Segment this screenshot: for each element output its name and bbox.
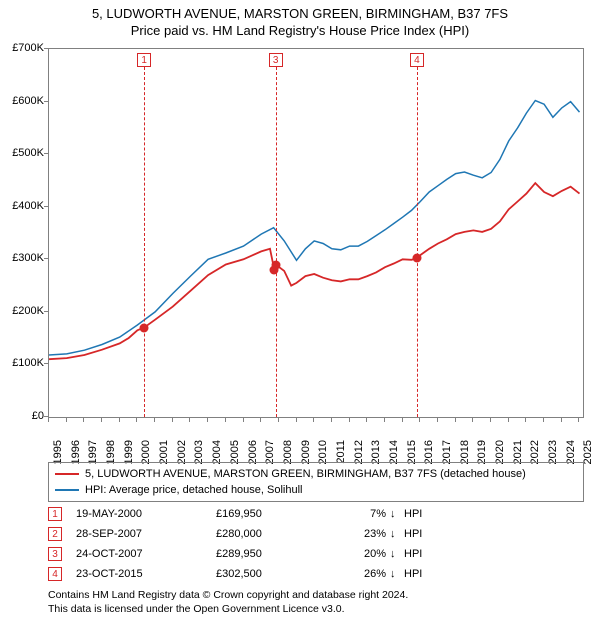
- transaction-price: £169,950: [216, 508, 326, 520]
- down-arrow-icon: ↓: [390, 548, 404, 560]
- x-axis-tick-label: 2023: [547, 440, 559, 464]
- x-axis-tick-label: 2014: [388, 440, 400, 464]
- down-arrow-icon: ↓: [390, 568, 404, 580]
- x-axis-tick-label: 2024: [565, 440, 577, 464]
- sale-marker-line-4: [417, 67, 418, 417]
- transaction-date: 23-OCT-2015: [76, 568, 216, 580]
- x-axis-tick-label: 2017: [441, 440, 453, 464]
- x-axis-tick-label: 2016: [423, 440, 435, 464]
- x-axis-tick-label: 2011: [335, 440, 347, 464]
- x-axis-tick-label: 2003: [193, 440, 205, 464]
- transaction-date: 19-MAY-2000: [76, 508, 216, 520]
- y-axis-tick-label: £400K: [2, 200, 44, 212]
- sale-point-3: [271, 260, 280, 269]
- down-arrow-icon: ↓: [390, 508, 404, 520]
- property-line: [49, 183, 580, 359]
- chart-title-sub: Price paid vs. HM Land Registry's House …: [0, 23, 600, 38]
- x-axis-tick-label: 1997: [87, 440, 99, 464]
- sale-point-4: [412, 253, 421, 262]
- transaction-price: £289,950: [216, 548, 326, 560]
- x-axis-tick-label: 1999: [123, 440, 135, 464]
- footer-credits: Contains HM Land Registry data © Crown c…: [48, 588, 408, 616]
- transaction-row: 4 23-OCT-2015£302,50026%↓HPI: [48, 564, 584, 584]
- hpi-line: [49, 101, 580, 356]
- transaction-price: £280,000: [216, 528, 326, 540]
- y-axis-tick-label: £100K: [2, 357, 44, 369]
- x-axis-tick-label: 2010: [317, 440, 329, 464]
- transaction-hpi-label: HPI: [404, 508, 444, 520]
- x-axis-tick-label: 2022: [529, 440, 541, 464]
- x-axis-tick-label: 2013: [370, 440, 382, 464]
- sale-marker-line-3: [276, 67, 277, 417]
- transaction-price: £302,500: [216, 568, 326, 580]
- sale-marker-1: 1: [137, 53, 151, 67]
- sale-point-1: [140, 323, 149, 332]
- x-axis-tick-label: 2020: [494, 440, 506, 464]
- transaction-marker: 2: [48, 527, 62, 541]
- x-axis-tick-label: 2019: [476, 440, 488, 464]
- transaction-row: 3 24-OCT-2007£289,95020%↓HPI: [48, 544, 584, 564]
- x-axis-tick-label: 2006: [247, 440, 259, 464]
- sale-marker-3: 3: [269, 53, 283, 67]
- x-axis-tick-label: 1996: [70, 440, 82, 464]
- x-axis-tick-label: 2025: [582, 440, 594, 464]
- transaction-diff-pct: 20%: [326, 548, 390, 560]
- transaction-diff-pct: 23%: [326, 528, 390, 540]
- chart-title-main: 5, LUDWORTH AVENUE, MARSTON GREEN, BIRMI…: [0, 6, 600, 21]
- x-axis-tick-label: 2018: [459, 440, 471, 464]
- transaction-hpi-label: HPI: [404, 528, 444, 540]
- x-axis-tick-label: 2001: [158, 440, 170, 464]
- x-axis-tick-label: 2009: [300, 440, 312, 464]
- x-axis-tick-label: 2008: [282, 440, 294, 464]
- sale-marker-line-1: [144, 67, 145, 417]
- transaction-date: 28-SEP-2007: [76, 528, 216, 540]
- transaction-marker: 3: [48, 547, 62, 561]
- transactions-table: 119-MAY-2000£169,9507%↓HPI228-SEP-2007£2…: [48, 504, 584, 584]
- y-axis-tick-label: £0: [2, 410, 44, 422]
- x-axis-tick-label: 2004: [211, 440, 223, 464]
- footer-line-1: Contains HM Land Registry data © Crown c…: [48, 588, 408, 602]
- x-axis-tick-label: 2007: [264, 440, 276, 464]
- x-axis-tick-label: 2015: [406, 440, 418, 464]
- x-axis-tick-label: 2012: [353, 440, 365, 464]
- y-axis-tick-label: £300K: [2, 252, 44, 264]
- x-axis-tick-label: 1995: [52, 440, 64, 464]
- y-axis-tick-label: £700K: [2, 42, 44, 54]
- transaction-marker: 1: [48, 507, 62, 521]
- y-axis-tick-label: £500K: [2, 147, 44, 159]
- transaction-row: 1 19-MAY-2000£169,9507%↓HPI: [48, 504, 584, 524]
- transaction-diff-pct: 26%: [326, 568, 390, 580]
- sale-marker-4: 4: [410, 53, 424, 67]
- transaction-marker: 4: [48, 567, 62, 581]
- legend: 5, LUDWORTH AVENUE, MARSTON GREEN, BIRMI…: [48, 462, 584, 502]
- legend-label-hpi: HPI: Average price, detached house, Soli…: [85, 484, 303, 496]
- transaction-diff-pct: 7%: [326, 508, 390, 520]
- transaction-row: 2 28-SEP-2007£280,00023%↓HPI: [48, 524, 584, 544]
- down-arrow-icon: ↓: [390, 528, 404, 540]
- legend-swatch-hpi: [55, 489, 79, 491]
- x-axis-tick-label: 1998: [105, 440, 117, 464]
- transaction-hpi-label: HPI: [404, 548, 444, 560]
- y-axis-tick-label: £600K: [2, 95, 44, 107]
- y-axis-tick-label: £200K: [2, 305, 44, 317]
- legend-swatch-property: [55, 473, 79, 475]
- x-axis-tick-label: 2002: [176, 440, 188, 464]
- chart-plot-area: 1 3 4: [48, 48, 584, 418]
- x-axis-tick-label: 2005: [229, 440, 241, 464]
- x-axis-tick-label: 2021: [512, 440, 524, 464]
- transaction-hpi-label: HPI: [404, 568, 444, 580]
- x-axis-tick-label: 2000: [140, 440, 152, 464]
- footer-line-2: This data is licensed under the Open Gov…: [48, 602, 408, 616]
- legend-label-property: 5, LUDWORTH AVENUE, MARSTON GREEN, BIRMI…: [85, 468, 526, 480]
- transaction-date: 24-OCT-2007: [76, 548, 216, 560]
